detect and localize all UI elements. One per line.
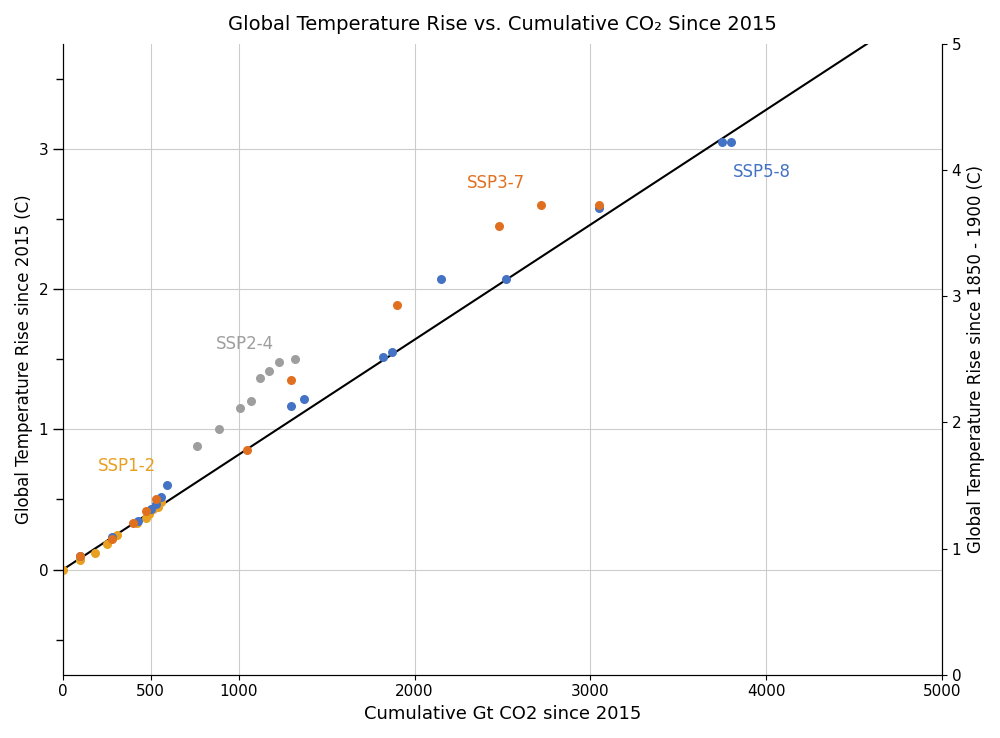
Point (153, 491, 169, 503)
Point (143, 503, 159, 515)
Point (384, 346, 400, 358)
Point (87, 547, 103, 559)
Point (389, 299, 405, 311)
Point (189, 441, 205, 452)
Point (104, 531, 120, 543)
Text: SSP5-8: SSP5-8 (733, 163, 791, 181)
Point (239, 444, 255, 456)
Point (153, 497, 169, 508)
Point (591, 199, 607, 211)
Point (125, 517, 141, 529)
Point (148, 498, 164, 510)
Text: SSP3-7: SSP3-7 (467, 174, 525, 193)
Y-axis label: Global Temperature Rise since 2015 (C): Global Temperature Rise since 2015 (C) (15, 195, 33, 524)
Point (109, 528, 125, 540)
Point (261, 365, 277, 376)
Point (283, 374, 299, 386)
Point (296, 393, 312, 404)
Point (138, 505, 154, 517)
Point (138, 512, 154, 524)
X-axis label: Cumulative Gt CO2 since 2015: Cumulative Gt CO2 since 2015 (364, 705, 641, 723)
Text: SSP1-2: SSP1-2 (98, 458, 156, 475)
Point (232, 402, 248, 414)
Point (145, 503, 161, 515)
Point (159, 480, 175, 492)
Title: Global Temperature Rise vs. Cumulative CO₂ Since 2015: Global Temperature Rise vs. Cumulative C… (228, 15, 777, 34)
Point (141, 508, 157, 520)
Point (243, 396, 259, 407)
Point (491, 220, 507, 232)
Point (433, 274, 449, 286)
Point (498, 274, 514, 286)
Point (283, 400, 299, 412)
Point (148, 494, 164, 506)
Point (591, 202, 607, 214)
Point (129, 517, 145, 529)
Point (252, 372, 268, 384)
Point (723, 136, 739, 148)
Text: SSP2-4: SSP2-4 (216, 336, 274, 354)
Point (72, 550, 88, 562)
Y-axis label: Global Temperature Rise since 1850 - 1900 (C): Global Temperature Rise since 1850 - 190… (967, 165, 985, 554)
Point (130, 514, 146, 526)
Point (72, 554, 88, 565)
Point (375, 351, 391, 362)
Point (287, 354, 303, 365)
Point (104, 533, 120, 545)
Point (211, 424, 227, 435)
Point (150, 500, 166, 512)
Point (714, 136, 730, 148)
Point (533, 199, 549, 211)
Point (72, 550, 88, 562)
Point (99, 539, 115, 551)
Point (271, 356, 287, 368)
Point (55, 564, 71, 576)
